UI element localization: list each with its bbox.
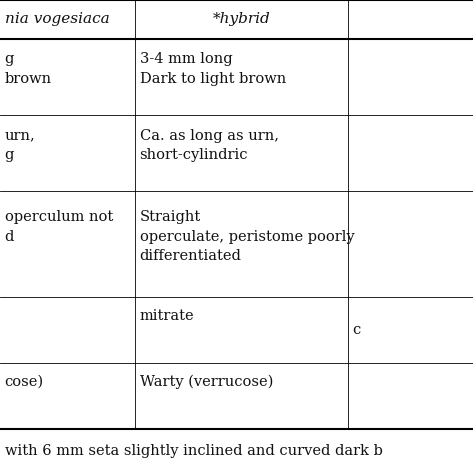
Text: *hybrid: *hybrid — [212, 12, 270, 26]
Text: Warty (verrucose): Warty (verrucose) — [140, 375, 273, 389]
Text: with 6 mm seta slightly inclined and curved dark b: with 6 mm seta slightly inclined and cur… — [5, 444, 383, 458]
Text: operculum not
d: operculum not d — [5, 210, 113, 244]
Text: urn,
g: urn, g — [5, 129, 35, 162]
Text: 3-4 mm long
Dark to light brown: 3-4 mm long Dark to light brown — [140, 53, 286, 86]
Text: Straight
operculate, peristome poorly
differentiated: Straight operculate, peristome poorly di… — [140, 210, 354, 263]
Text: mitrate: mitrate — [140, 309, 194, 323]
Text: nia vogesiaca: nia vogesiaca — [5, 12, 109, 26]
Text: c: c — [352, 323, 360, 337]
Text: cose): cose) — [5, 375, 44, 389]
Text: g
brown: g brown — [5, 53, 52, 86]
Text: Ca. as long as urn,
short-cylindric: Ca. as long as urn, short-cylindric — [140, 129, 279, 162]
